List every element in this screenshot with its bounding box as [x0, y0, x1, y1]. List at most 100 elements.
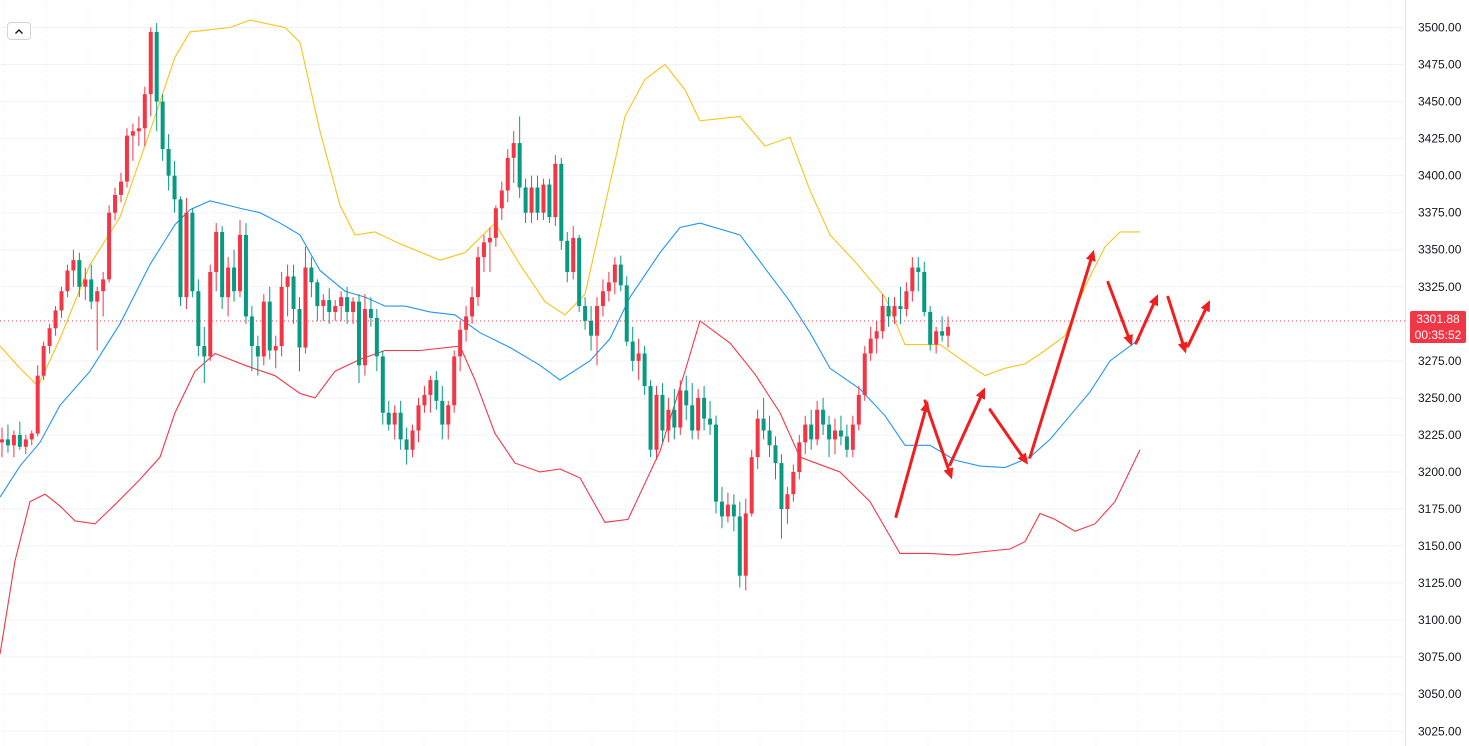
price-tick-label: 3375.00: [1418, 206, 1462, 220]
candle-body: [868, 338, 873, 354]
candle: [773, 436, 778, 480]
candle: [297, 297, 302, 372]
candle: [243, 223, 248, 324]
candle: [571, 226, 576, 280]
candle-body: [844, 436, 849, 450]
bollinger-upper-band: [0, 19, 1140, 387]
candle-body: [648, 386, 653, 450]
candle-body: [559, 163, 564, 241]
candle-body: [517, 143, 522, 188]
candle-body: [345, 297, 350, 312]
candle-body: [886, 306, 891, 317]
candle-body: [779, 463, 784, 510]
candle: [422, 386, 427, 413]
candle: [327, 288, 332, 324]
candle: [583, 297, 588, 330]
candle: [844, 424, 849, 458]
candle: [553, 154, 558, 227]
candle-body: [880, 306, 885, 332]
candle: [577, 234, 582, 312]
candle: [166, 134, 171, 191]
candle-body: [53, 310, 58, 329]
candle: [53, 306, 58, 336]
candle: [886, 297, 891, 327]
candle: [202, 326, 207, 384]
candle: [654, 386, 659, 461]
candle: [559, 157, 564, 250]
candle-body: [17, 434, 22, 447]
candle: [672, 389, 677, 440]
candle: [398, 400, 403, 450]
candle: [5, 424, 10, 453]
candle-body: [83, 279, 88, 287]
candle: [392, 405, 397, 440]
candle: [452, 350, 457, 413]
candle: [606, 271, 611, 302]
collapse-button[interactable]: [7, 22, 31, 40]
candle: [0, 427, 4, 458]
candle-body: [833, 430, 837, 440]
candle: [416, 397, 421, 443]
candle-body: [446, 405, 451, 425]
candle: [59, 286, 64, 318]
candle-body: [214, 231, 219, 272]
candle-body: [874, 331, 879, 339]
candle: [827, 415, 832, 458]
candle: [696, 389, 701, 440]
candle: [339, 291, 344, 321]
candle: [374, 309, 379, 372]
candle-body: [523, 187, 528, 213]
candle-body: [166, 148, 171, 176]
candle: [279, 271, 284, 357]
trend-arrow: [948, 387, 986, 467]
candle-body: [731, 504, 736, 517]
candle: [624, 276, 629, 347]
candle: [458, 320, 463, 372]
candle-body: [261, 301, 266, 357]
candle-body: [0, 439, 4, 443]
price-tick-label: 3100.00: [1418, 613, 1462, 627]
candle: [333, 300, 338, 321]
candle: [714, 415, 718, 514]
candle-body: [571, 237, 576, 272]
candle-body: [565, 240, 570, 272]
candle-body: [684, 390, 689, 406]
price-axis[interactable]: 3025.00 3050.00 3075.00 3100.00 3125.00 3150.…: [1405, 0, 1462, 746]
candle: [238, 220, 242, 298]
candle: [23, 434, 28, 455]
candle-body: [690, 405, 695, 431]
price-tick-label: 3475.00: [1418, 58, 1462, 72]
candle: [321, 294, 326, 321]
candle-body: [339, 297, 344, 307]
candle-body: [940, 331, 945, 336]
candle-body: [243, 234, 248, 317]
trend-arrow: [1106, 280, 1133, 347]
candle-body: [422, 394, 427, 406]
candle-body: [410, 430, 415, 450]
candle-body: [89, 279, 94, 302]
candle-body: [797, 442, 802, 472]
candle-body: [553, 163, 558, 218]
candle: [761, 397, 766, 440]
candle: [17, 421, 22, 450]
candle: [708, 400, 713, 435]
candle: [273, 335, 278, 369]
candle-body: [749, 457, 754, 514]
candle: [910, 257, 915, 302]
candle-body: [315, 282, 320, 307]
candle: [29, 430, 34, 446]
candle-body: [35, 375, 40, 434]
candle: [755, 409, 760, 470]
candle: [77, 252, 82, 298]
candle: [368, 297, 373, 327]
candle: [160, 94, 165, 161]
candle: [404, 427, 409, 465]
candle: [470, 286, 475, 324]
candle: [41, 341, 46, 381]
candle: [946, 316, 951, 348]
candle: [636, 338, 641, 381]
candle-body: [618, 264, 623, 286]
candles: [0, 23, 951, 591]
candle-body: [702, 397, 707, 419]
